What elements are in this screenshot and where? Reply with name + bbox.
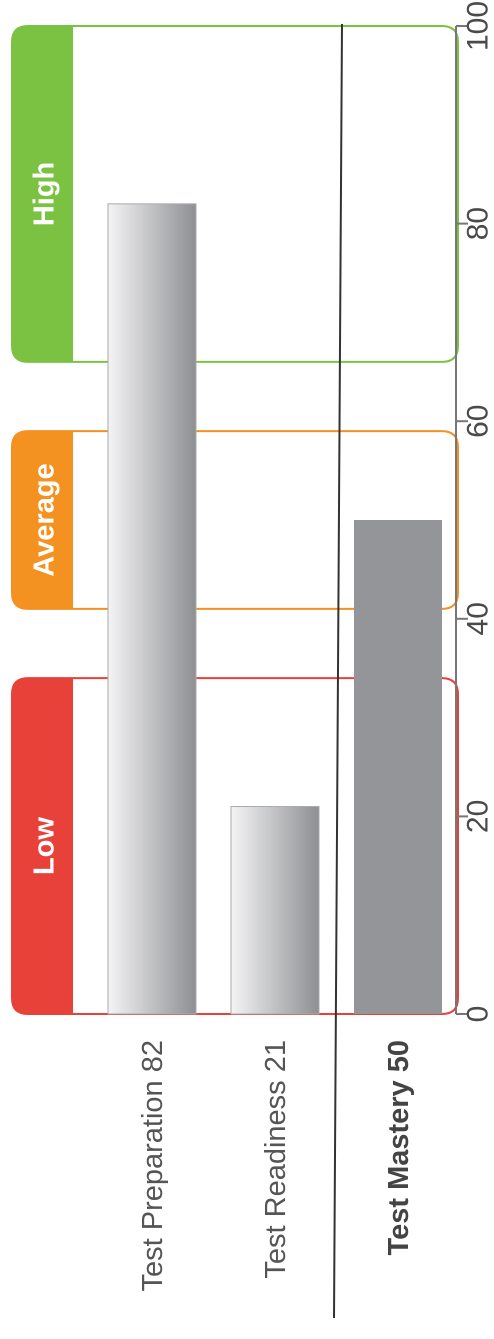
category-label: Test Readiness 21 (260, 1040, 292, 1279)
tick-label: 0 (462, 1006, 494, 1023)
category-label: Test Preparation 82 (137, 1040, 169, 1291)
band-low: Low (11, 677, 459, 1015)
performance-bands: Low Average High (11, 25, 459, 1015)
tick-label: 40 (462, 602, 494, 635)
tick-label: 80 (462, 207, 494, 240)
divider-line (333, 23, 343, 1319)
band-high-label: High (29, 162, 61, 226)
bar-test-preparation-82 (107, 203, 197, 1015)
band-average-label: Average (29, 463, 61, 576)
bar-test-mastery-50 (354, 520, 442, 1014)
bar-test-readiness-21 (230, 806, 320, 1015)
band-low-label: Low (29, 817, 61, 875)
value-axis: 0 20 40 60 80 100 (455, 1, 494, 1023)
band-high: High (11, 25, 459, 363)
band-average-header (12, 431, 73, 609)
category-label: Test Mastery 50 (383, 1040, 415, 1255)
bars (107, 203, 442, 1015)
band-low-header (12, 678, 73, 1014)
band-average: Average (11, 430, 459, 610)
tick-label: 20 (462, 800, 494, 833)
band-high-outline (11, 25, 459, 363)
category-labels: Test Preparation 82 Test Readiness 21 Test… (137, 1040, 415, 1291)
tick-label: 60 (462, 405, 494, 438)
tick-label: 100 (462, 1, 494, 51)
band-high-header (12, 26, 73, 362)
